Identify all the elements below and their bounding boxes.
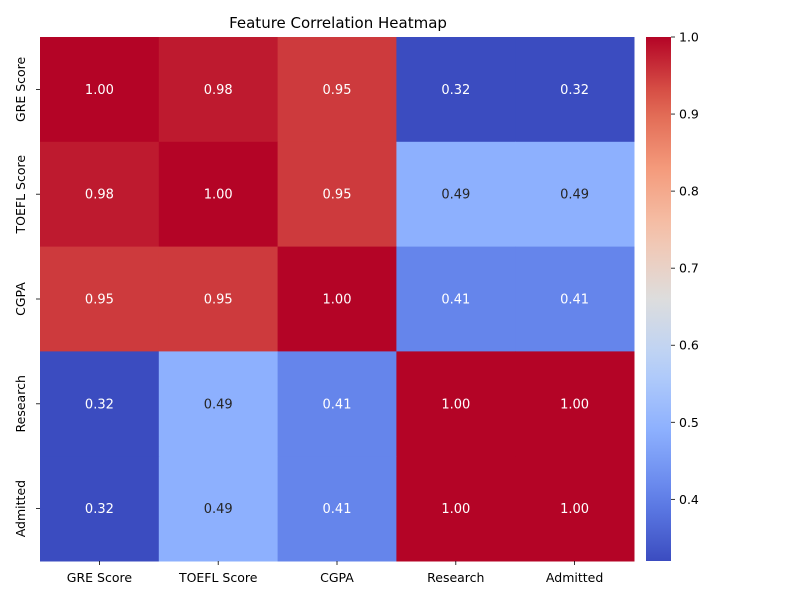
heatmap-cell — [396, 37, 516, 143]
y-tick-label: GRE Score — [13, 56, 28, 122]
cell-value-label: 0.32 — [85, 502, 114, 517]
heatmap-cell — [515, 37, 635, 143]
heatmap-cells: 1.00 0.98 0.95 0.32 0.32 0.98 1.00 0.95 0.49 0.49… — [40, 37, 635, 562]
cell-value-label: 1.00 — [441, 397, 470, 412]
heatmap-cell — [396, 456, 516, 562]
cell-value-label: 0.32 — [85, 397, 114, 412]
heatmap-cell — [277, 351, 397, 457]
cell-value-label: 0.41 — [323, 502, 352, 517]
heatmap-cell — [40, 351, 160, 457]
x-tick-label: Admitted — [546, 570, 603, 585]
cell-value-label: 1.00 — [85, 83, 114, 98]
heatmap-cell — [158, 351, 279, 457]
cell-value-label: 0.49 — [204, 502, 233, 517]
colorbar-tick-label: 0.9 — [679, 107, 699, 122]
heatmap-cell — [277, 456, 397, 562]
cell-value-label: 0.49 — [204, 397, 233, 412]
colorbar-tick-label: 0.8 — [679, 184, 699, 199]
y-tick-label: CGPA — [13, 282, 28, 316]
y-axis: GRE Score TOEFL Score CGPA Research Admitted — [13, 56, 40, 537]
cell-value-label: 1.00 — [323, 293, 352, 308]
cell-value-label: 0.41 — [441, 293, 470, 308]
cell-value-label: 0.49 — [560, 188, 589, 203]
heatmap-cell — [515, 246, 635, 352]
cell-value-label: 0.41 — [323, 397, 352, 412]
cell-value-label: 0.95 — [323, 188, 352, 203]
cell-value-label: 1.00 — [560, 397, 589, 412]
y-tick-label: Admitted — [13, 480, 28, 537]
x-tick-label: CGPA — [320, 570, 354, 585]
colorbar-gradient — [646, 37, 671, 561]
heatmap-cell — [396, 141, 516, 248]
heatmap-cell — [396, 351, 516, 457]
cell-value-label: 0.98 — [204, 83, 233, 98]
colorbar-tick-label: 0.5 — [679, 415, 699, 430]
heatmap-cell — [158, 37, 279, 143]
colorbar: 0.4 0.5 0.6 0.7 0.8 0.9 1.0 — [646, 30, 699, 561]
cell-value-label: 0.98 — [85, 188, 114, 203]
x-tick-label: Research — [427, 570, 484, 585]
cell-value-label: 0.95 — [323, 83, 352, 98]
heatmap-cell — [515, 351, 635, 457]
heatmap-cell — [277, 37, 397, 143]
chart-title: Feature Correlation Heatmap — [229, 14, 447, 32]
cell-value-label: 1.00 — [441, 502, 470, 517]
cell-value-label: 1.00 — [204, 188, 233, 203]
colorbar-tick-label: 0.6 — [679, 338, 699, 353]
heatmap-cell — [158, 246, 279, 352]
cell-value-label: 1.00 — [560, 502, 589, 517]
cell-value-label: 0.32 — [560, 83, 589, 98]
colorbar-tick-label: 0.4 — [679, 492, 699, 507]
heatmap-cell — [515, 456, 635, 562]
colorbar-tick-label: 0.7 — [679, 261, 699, 276]
cell-value-label: 0.32 — [441, 83, 470, 98]
cell-value-label: 0.49 — [441, 188, 470, 203]
colorbar-tick-label: 1.0 — [679, 30, 699, 45]
heatmap-cell — [277, 246, 397, 352]
heatmap-cell — [277, 141, 397, 248]
y-tick-label: TOEFL Score — [13, 155, 28, 235]
heatmap-cell — [40, 456, 160, 562]
cell-value-label: 0.95 — [204, 293, 233, 308]
heatmap-cell — [40, 141, 160, 248]
cell-value-label: 0.95 — [85, 293, 114, 308]
heatmap-cell — [515, 141, 635, 248]
heatmap-cell — [396, 246, 516, 352]
heatmap-cell — [40, 37, 160, 143]
x-tick-label: GRE Score — [67, 570, 133, 585]
y-tick-label: Research — [13, 375, 28, 432]
heatmap-cell — [40, 246, 160, 352]
heatmap-cell — [158, 141, 279, 248]
x-tick-label: TOEFL Score — [178, 570, 258, 585]
heatmap-cell — [158, 456, 279, 562]
cell-value-label: 0.41 — [560, 293, 589, 308]
x-axis: GRE Score TOEFL Score CGPA Research Admitted — [67, 561, 603, 585]
